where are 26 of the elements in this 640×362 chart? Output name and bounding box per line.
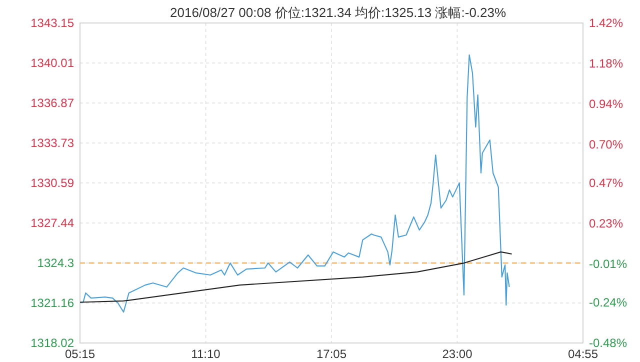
y2-tick-label: 0.94%: [589, 96, 624, 111]
y2-tick-label: -0.48%: [589, 336, 628, 350]
y-tick-label: 1324.3: [37, 256, 74, 270]
x-tick-label: 17:05: [316, 347, 347, 361]
y2-tick-label: -0.24%: [589, 296, 628, 310]
y2-tick-label: 1.18%: [589, 56, 624, 70]
line-series: [79, 251, 512, 303]
x-tick-label: 05:15: [64, 347, 96, 361]
y2-tick-label: -0.01%: [589, 256, 628, 271]
y2-tick-label: 0.23%: [589, 216, 624, 230]
y-tick-label: 1321.16: [30, 296, 74, 310]
x-tick-label: 23:00: [442, 347, 473, 361]
chart-title: 2016/08/27 00:08 价位:1321.34 均价:1325.13 涨幅:-0.23%: [170, 5, 506, 20]
y-tick-label: 1343.15: [30, 16, 74, 30]
y-tick-label: 1340.01: [30, 56, 74, 70]
line-series: [79, 54, 510, 313]
y2-tick-label: 1.42%: [589, 16, 624, 30]
y-tick-label: 1330.59: [30, 176, 74, 190]
y-tick-label: 1318.02: [30, 336, 74, 350]
y-tick-label: 1336.87: [30, 96, 74, 110]
y-tick-label: 1327.44: [30, 216, 74, 230]
x-tick-label: 04:55: [568, 347, 598, 361]
y2-tick-label: 0.70%: [589, 137, 624, 152]
y2-tick-label: 0.47%: [589, 176, 624, 190]
x-tick-label: 11:10: [191, 347, 221, 361]
y-tick-label: 1333.73: [30, 136, 74, 150]
